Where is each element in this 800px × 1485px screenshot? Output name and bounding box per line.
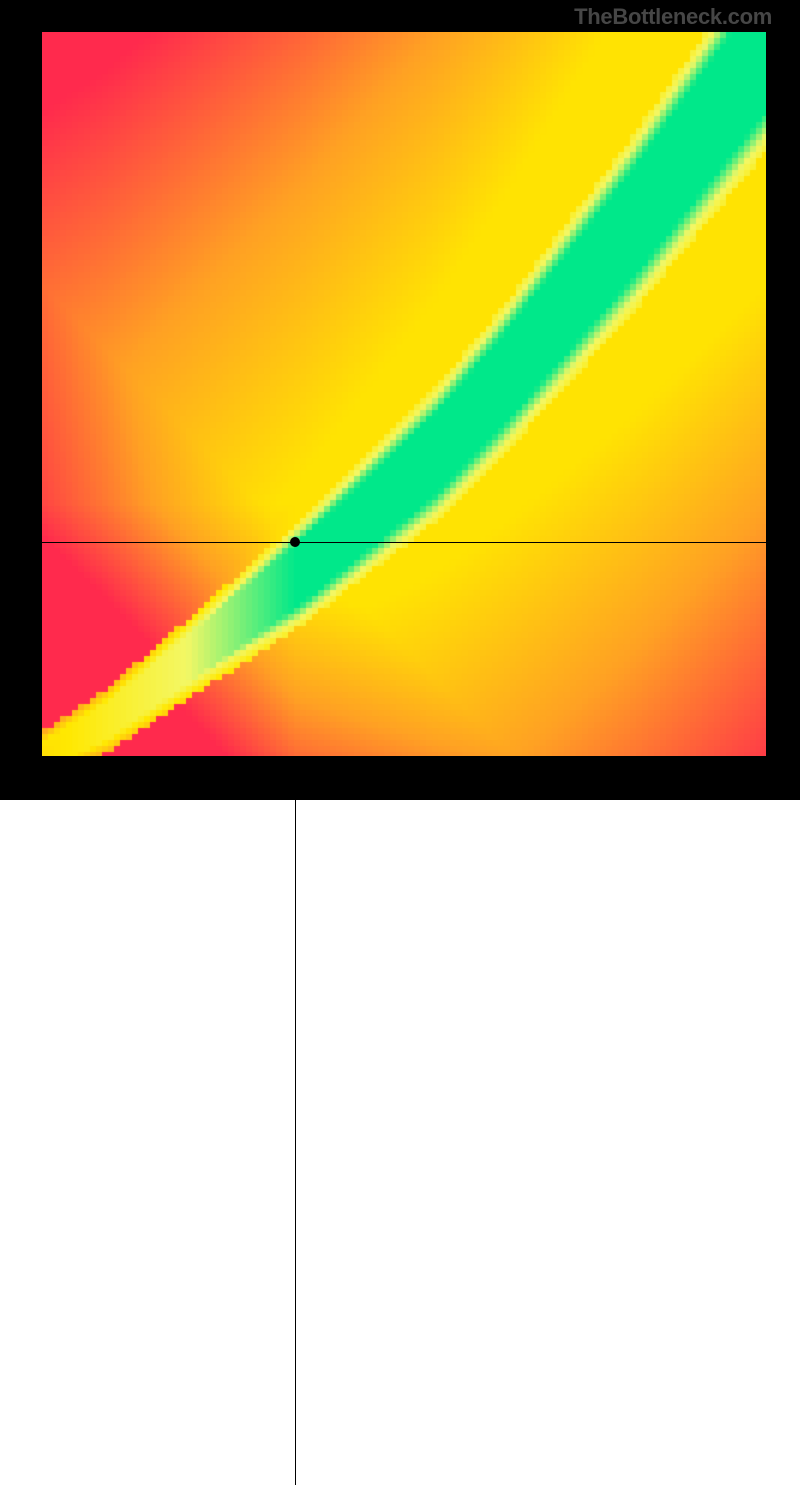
crosshair-vertical <box>295 761 296 1485</box>
marker-dot <box>290 537 300 547</box>
attribution-text: TheBottleneck.com <box>574 4 772 30</box>
chart-container: TheBottleneck.com <box>0 0 800 800</box>
plot-area <box>42 32 766 756</box>
heatmap-canvas <box>42 32 766 756</box>
crosshair-horizontal <box>42 542 766 543</box>
